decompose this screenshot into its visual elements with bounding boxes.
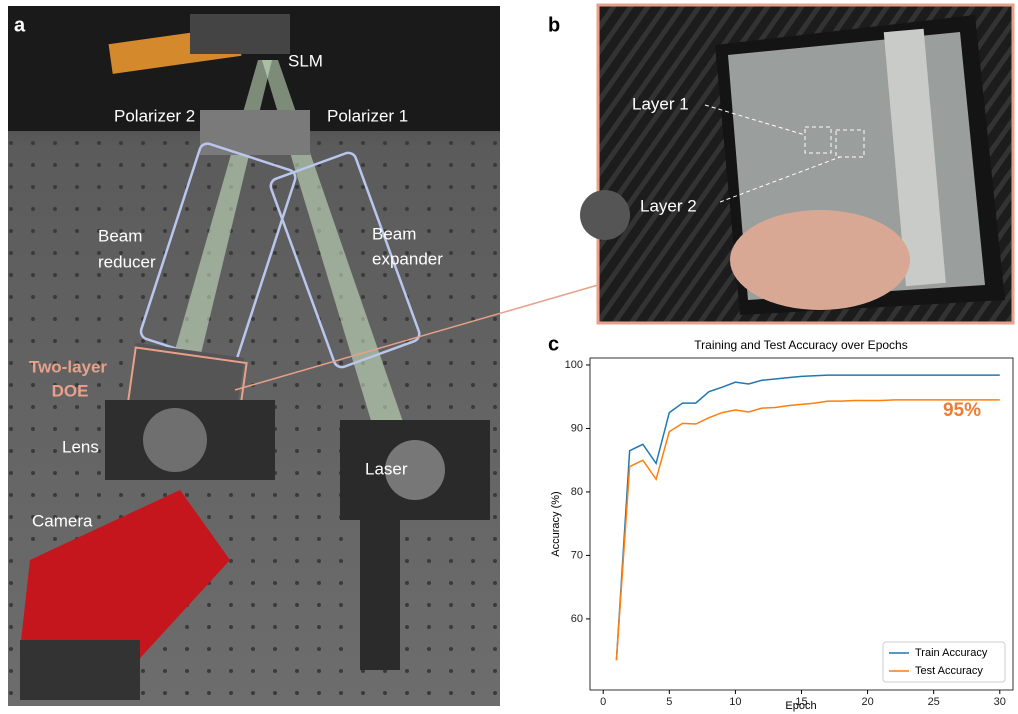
photo-b bbox=[580, 5, 1013, 323]
label: Lens bbox=[62, 437, 99, 456]
legend-label: Train Accuracy bbox=[915, 647, 988, 659]
label: SLM bbox=[288, 51, 323, 70]
label: Layer 1 bbox=[632, 94, 689, 113]
chart-title: Training and Test Accuracy over Epochs bbox=[694, 338, 907, 352]
panel-letter: c bbox=[548, 333, 559, 355]
y-tick-label: 80 bbox=[571, 486, 583, 498]
label: Beam bbox=[98, 226, 142, 245]
label: Polarizer 1 bbox=[327, 106, 408, 125]
x-tick-label: 5 bbox=[666, 696, 672, 708]
label: Camera bbox=[32, 511, 93, 530]
label: Two-layer bbox=[29, 357, 107, 376]
label: reducer bbox=[98, 252, 156, 271]
line bbox=[616, 400, 999, 660]
panel-letter: a bbox=[14, 14, 26, 36]
legend-label: Test Accuracy bbox=[915, 665, 983, 677]
y-tick-label: 70 bbox=[571, 549, 583, 561]
y-tick-label: 60 bbox=[571, 613, 583, 625]
label: Laser bbox=[365, 459, 408, 478]
y-axis-label: Accuracy (%) bbox=[550, 491, 562, 556]
label: DOE bbox=[52, 381, 89, 400]
x-tick-label: 10 bbox=[729, 696, 741, 708]
annotation: 95% bbox=[943, 400, 981, 421]
x-tick-label: 0 bbox=[600, 696, 606, 708]
y-tick-label: 100 bbox=[565, 359, 583, 371]
photo-a bbox=[8, 6, 500, 706]
panel-letter: b bbox=[548, 14, 560, 36]
x-tick-label: 30 bbox=[994, 696, 1006, 708]
label: Beam bbox=[372, 224, 416, 243]
label: Layer 2 bbox=[640, 196, 697, 215]
y-tick-label: 90 bbox=[571, 422, 583, 434]
label: Polarizer 2 bbox=[114, 106, 195, 125]
x-tick-label: 25 bbox=[928, 696, 940, 708]
label: expander bbox=[372, 249, 443, 268]
x-tick-label: 20 bbox=[861, 696, 873, 708]
x-tick-label: 15 bbox=[795, 696, 807, 708]
figure: a SLM Polarizer 2 Polarizer 1 Beam reduc… bbox=[0, 0, 1018, 714]
